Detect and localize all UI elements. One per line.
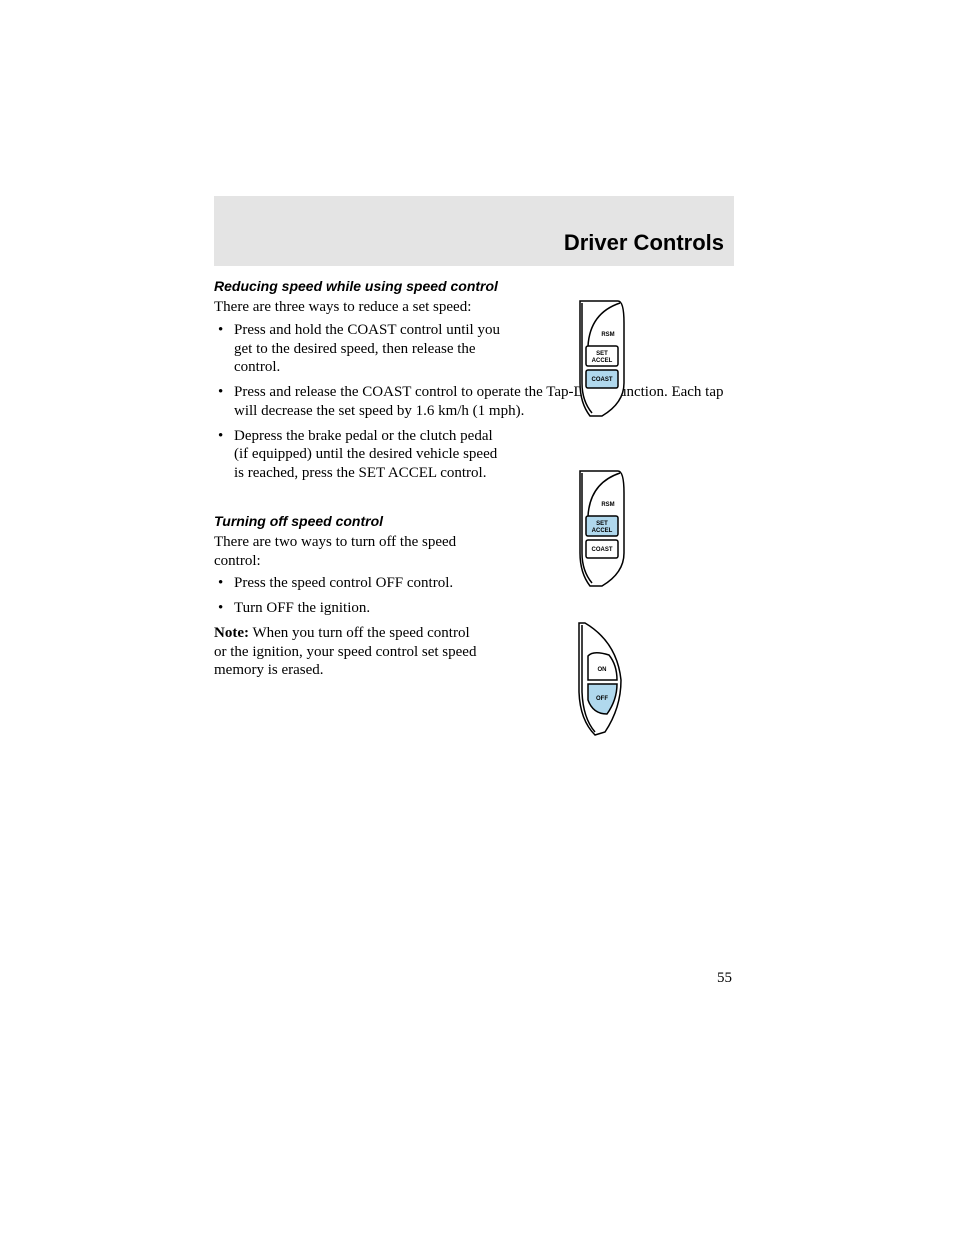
content-area: Reducing speed while using speed control…: [214, 278, 734, 695]
label-set: SET: [596, 521, 608, 527]
label-coast: COAST: [592, 377, 613, 383]
section1-intro: There are three ways to reduce a set spe…: [214, 298, 484, 317]
list-item: Press and release the COAST control to o…: [214, 383, 734, 421]
section1-list: Press and hold the COAST control until y…: [214, 321, 734, 483]
page-number: 55: [717, 970, 732, 987]
page-title: Driver Controls: [214, 230, 734, 256]
section2-heading: Turning off speed control: [214, 513, 734, 529]
note-label: Note:: [214, 625, 249, 641]
label-rsm: RSM: [601, 332, 614, 338]
label-accel: ACCEL: [592, 358, 613, 364]
list-item: Press and hold the COAST control until y…: [214, 321, 734, 377]
figure-speed-control-setaccel: RSM SET ACCEL COAST: [560, 468, 640, 588]
list-item: Press the speed control OFF control.: [214, 574, 734, 593]
label-accel: ACCEL: [592, 528, 613, 534]
section2-list: Press the speed control OFF control. Tur…: [214, 574, 734, 618]
label-on: ON: [598, 667, 607, 673]
label-coast: COAST: [592, 547, 613, 553]
list-item: Depress the brake pedal or the clutch pe…: [214, 427, 734, 483]
label-set: SET: [596, 351, 608, 357]
figure-speed-control-off: ON OFF: [565, 620, 635, 740]
note-text: When you turn off the speed control or t…: [214, 625, 476, 679]
figure-speed-control-coast: RSM SET ACCEL COAST: [560, 298, 640, 418]
section1-heading: Reducing speed while using speed control: [214, 278, 734, 294]
section2-note: Note: When you turn off the speed contro…: [214, 624, 484, 680]
section2-intro: There are two ways to turn off the speed…: [214, 533, 484, 571]
speed-control-icon: RSM SET ACCEL COAST: [560, 468, 640, 588]
speed-control-off-icon: ON OFF: [565, 620, 635, 740]
label-off: OFF: [596, 696, 608, 702]
label-rsm: RSM: [601, 502, 614, 508]
list-item: Turn OFF the ignition.: [214, 599, 734, 618]
page: Driver Controls Reducing speed while usi…: [0, 0, 954, 1235]
speed-control-icon: RSM SET ACCEL COAST: [560, 298, 640, 418]
